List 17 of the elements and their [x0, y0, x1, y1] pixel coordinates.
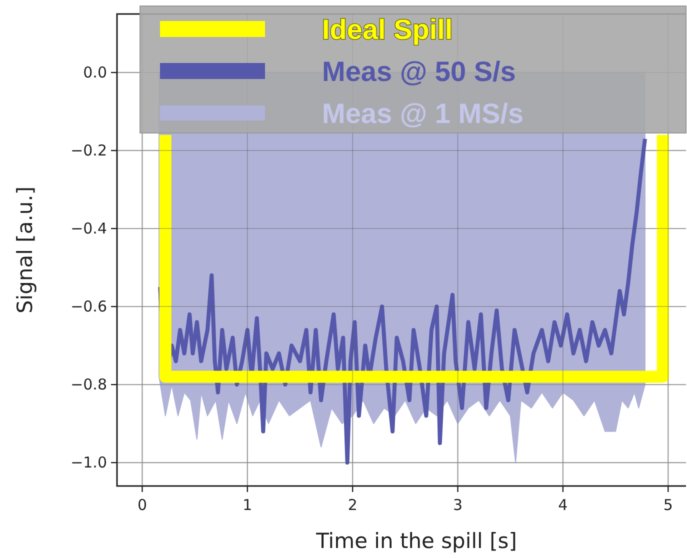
y-tick-label: −1.0 [70, 454, 107, 472]
y-tick-label: −0.4 [70, 220, 107, 238]
y-tick-label: −0.6 [70, 298, 107, 316]
x-tick-label: 2 [348, 496, 358, 514]
y-tick-label: −0.2 [70, 142, 107, 160]
x-tick-label: 5 [663, 496, 673, 514]
x-tick-label: 4 [558, 496, 568, 514]
x-tick-label: 3 [452, 496, 463, 514]
x-tick-label: 1 [242, 496, 252, 514]
x-tick-label: 0 [137, 496, 148, 514]
legend-label: Meas @ 50 S/s [322, 56, 516, 87]
y-tick-label: 0.0 [83, 64, 107, 82]
y-tick-label: −0.8 [70, 376, 107, 394]
legend-label: Meas @ 1 MS/s [322, 98, 524, 129]
x-axis-title: Time in the spill [s] [315, 529, 517, 553]
y-axis-title: Signal [a.u.] [13, 186, 37, 314]
legend-label: Ideal Spill [322, 14, 453, 45]
